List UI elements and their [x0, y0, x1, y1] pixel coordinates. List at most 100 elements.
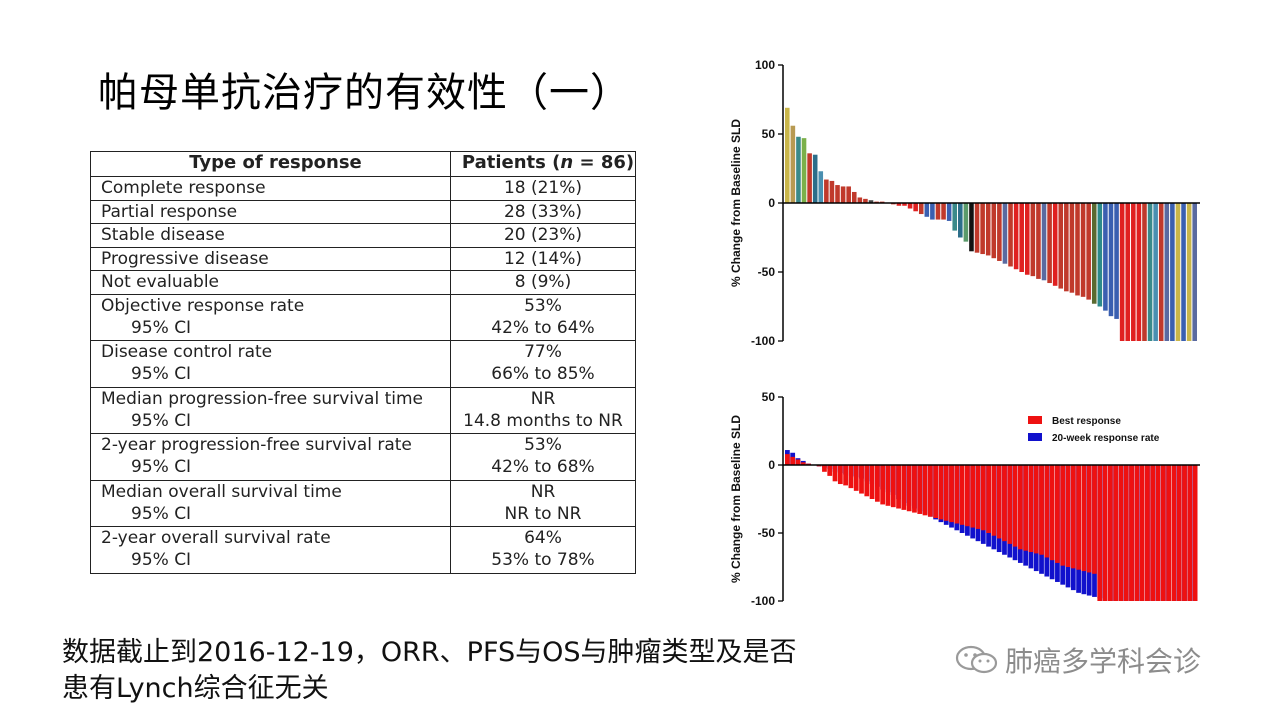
bar-best-response	[917, 465, 923, 514]
row-value: 18 (21%)	[450, 176, 636, 201]
bar	[1158, 203, 1164, 341]
waterfall-chart-top: 100 50 0 -50 -100 % Change from Baseline SLD	[729, 58, 1200, 348]
y-tick-label: -100	[751, 594, 775, 608]
bar-best-response	[1092, 465, 1097, 574]
bar-best-response	[959, 465, 965, 525]
y-tick-label: 50	[762, 127, 776, 141]
bar	[1181, 203, 1186, 341]
slide-title: 帕母单抗治疗的有效性（一）	[98, 70, 631, 116]
bar-best-response	[822, 465, 827, 472]
bar-best-response	[1182, 465, 1187, 601]
bar	[807, 153, 812, 203]
bar	[1192, 203, 1197, 341]
bar	[1142, 203, 1147, 341]
bar-best-response	[864, 465, 870, 497]
bar	[1164, 203, 1170, 341]
bar	[935, 203, 941, 220]
row-value: 77% 66% to 85%	[450, 340, 636, 388]
bar-best-response	[1055, 465, 1060, 563]
row-label: 2-year progression-free survival rate 95%…	[90, 433, 451, 481]
bar	[1075, 203, 1080, 296]
bar-best-response	[912, 465, 917, 513]
bar-best-response	[785, 454, 790, 465]
bar-best-response	[1166, 465, 1171, 601]
header-patients: Patients (n = 86)	[450, 151, 636, 177]
bar	[1097, 203, 1103, 307]
row-value: 53% 42% to 68%	[450, 433, 636, 481]
bar	[1080, 203, 1086, 297]
table-header-row: Type of response Patients (n = 86)	[90, 151, 636, 177]
bar	[1186, 203, 1192, 341]
bar-best-response	[965, 465, 970, 527]
bar-best-response	[943, 465, 949, 521]
bar-best-response	[1171, 465, 1177, 601]
row-value: 53% 42% to 64%	[450, 293, 636, 341]
bar	[1131, 203, 1136, 341]
bar	[969, 203, 974, 252]
legend-label: 20-week response rate	[1052, 433, 1160, 444]
bar-best-response	[1070, 465, 1076, 569]
bar	[974, 203, 980, 253]
bar	[913, 203, 918, 212]
bar	[1041, 203, 1047, 281]
bar	[1064, 203, 1069, 292]
y-tick-label: 50	[762, 390, 776, 404]
bar-best-response	[986, 465, 991, 533]
bar	[1086, 203, 1091, 300]
watermark-text: 肺癌多学科会诊	[1005, 645, 1202, 678]
bar	[868, 200, 874, 203]
bar-best-response	[832, 465, 838, 482]
row-value: 28 (33%)	[450, 199, 636, 224]
bar	[1052, 203, 1058, 286]
bar-best-response	[1044, 465, 1050, 558]
bar-best-response	[980, 465, 986, 531]
y-tick-label: 0	[768, 458, 775, 472]
bar	[851, 191, 857, 203]
row-label: Median progression-free survival time 95%…	[90, 386, 451, 434]
bar-best-response	[1007, 465, 1013, 544]
bar-best-response	[1076, 465, 1081, 570]
legend-swatch	[1028, 433, 1042, 441]
bar-best-response	[1012, 465, 1018, 547]
bar	[1114, 203, 1119, 319]
footnote: 数据截止到2016-12-19，ORR、PFS与OS与肿瘤类型及是否 患有Lyn…	[62, 635, 797, 707]
bar-best-response	[890, 465, 896, 508]
waterfall-chart-bottom: 50 0 -50 -100 % Change from Baseline SLD Best…	[729, 390, 1200, 608]
bar	[846, 186, 851, 203]
bar-best-response	[1192, 465, 1198, 601]
bar-best-response	[1123, 465, 1129, 601]
bar-best-response	[1017, 465, 1023, 550]
bar	[997, 203, 1002, 261]
bar-best-response	[1049, 465, 1055, 561]
bar	[907, 203, 913, 209]
y-axis-label: % Change from Baseline SLD	[729, 119, 743, 287]
bar-best-response	[1081, 465, 1087, 572]
table-row: Complete response 18 (21%)	[90, 176, 636, 201]
bar-best-response	[1028, 465, 1034, 553]
bar	[991, 203, 997, 259]
table-row: Median progression-free survival time 95%…	[90, 386, 636, 434]
bar-best-response	[970, 465, 976, 528]
bar-best-response	[1134, 465, 1140, 601]
table-row: 2-year overall survival rate 95% CI 64% 53…	[90, 526, 636, 574]
bar	[1036, 203, 1041, 279]
bar-best-response	[800, 462, 806, 465]
bar	[1002, 203, 1008, 264]
bar-best-response	[991, 465, 997, 536]
bar-best-response	[869, 465, 875, 499]
bar	[812, 154, 818, 203]
row-label: Complete response	[90, 176, 451, 201]
bar-best-response	[949, 465, 954, 523]
bar-best-response	[1097, 465, 1103, 601]
bar	[941, 203, 946, 220]
bar-best-response	[975, 465, 981, 529]
row-label: Objective response rate 95% CI	[90, 293, 451, 341]
bar	[918, 203, 924, 215]
response-table: Type of response Patients (n = 86) Compl…	[90, 151, 636, 574]
bar	[952, 203, 958, 231]
table-row: Not evaluable 8 (9%)	[90, 270, 636, 295]
row-value: 12 (14%)	[450, 246, 636, 271]
table-row: 2-year progression-free survival rate 95%…	[90, 433, 636, 481]
bar	[1170, 203, 1175, 341]
bar	[1019, 203, 1024, 272]
